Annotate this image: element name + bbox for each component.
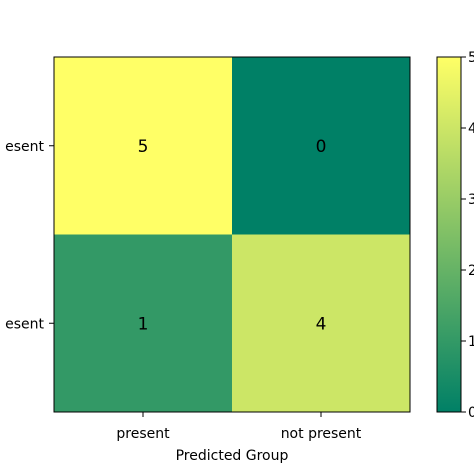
colorbar-tick-label: 0 (468, 405, 474, 421)
cell-value-label: 4 (316, 314, 327, 334)
cell-value-label: 1 (138, 314, 149, 334)
x-axis-ticks: present not present (116, 412, 362, 442)
x-axis-label: Predicted Group (176, 448, 289, 464)
plot-frame (53, 56, 411, 413)
cell-value-label: 5 (138, 137, 149, 157)
heatmap-cell-r1-c0 (54, 234, 232, 412)
x-tick-label: present (116, 426, 170, 442)
heatmap-cells (54, 57, 410, 412)
y-tick-label: esent (5, 316, 44, 332)
colorbar-ticks: 0 1 2 3 4 5 (461, 50, 474, 421)
x-tick-label: not present (281, 426, 362, 442)
heatmap-cell-labels: 5 0 1 4 (138, 137, 327, 335)
y-axis-ticks: esent esent (5, 139, 54, 332)
cell-value-label: 0 (316, 137, 327, 157)
colorbar-tick-label: 3 (468, 192, 474, 208)
colorbar-tick-label: 1 (468, 334, 474, 350)
y-tick-label: esent (5, 139, 44, 155)
colorbar (436, 56, 462, 413)
colorbar-tick-label: 2 (468, 263, 474, 279)
colorbar-tick-label: 4 (468, 121, 474, 137)
heatmap-cell-r0-c0 (54, 57, 232, 235)
heatmap-cell-r1-c1 (232, 234, 410, 412)
colorbar-tick-label: 5 (468, 50, 474, 66)
heatmap-cell-r0-c1 (232, 57, 410, 235)
